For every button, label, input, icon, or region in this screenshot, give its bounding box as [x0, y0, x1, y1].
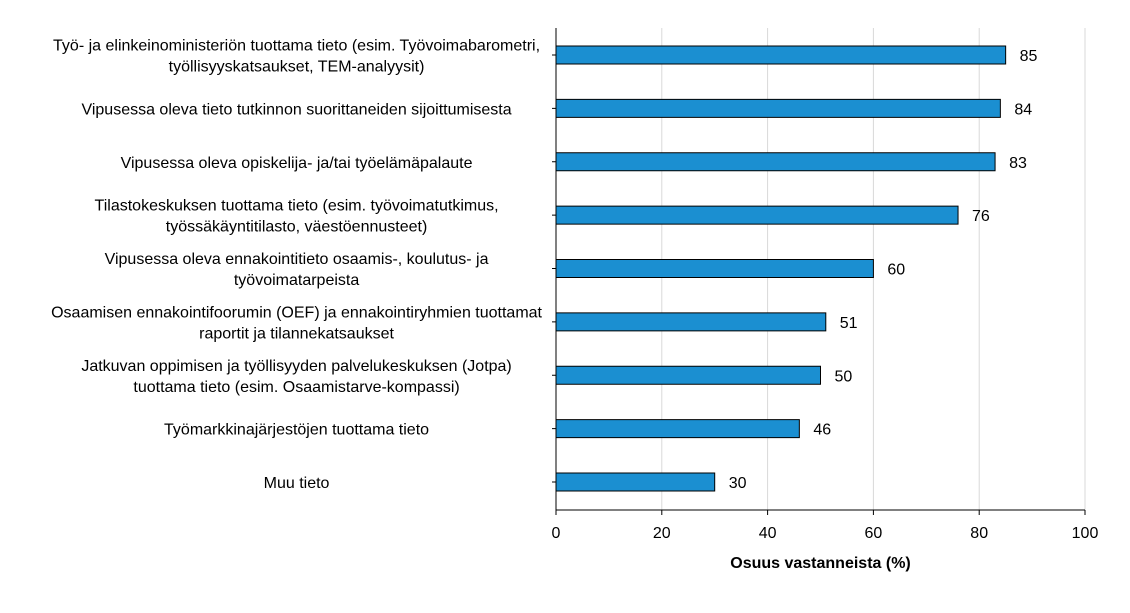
category-label: Vipusessa oleva ennakointitieto osaamis-… [105, 251, 489, 268]
category-label: työssäkäyntitilasto, väestöennusteet) [166, 219, 427, 236]
x-tick-label: 60 [865, 525, 883, 542]
data-label: 60 [887, 262, 905, 279]
data-label: 84 [1014, 101, 1032, 118]
category-label: Vipusessa oleva opiskelija- ja/tai työel… [121, 155, 473, 172]
bar [555, 419, 800, 439]
bar [555, 472, 716, 492]
data-label: 46 [813, 422, 831, 439]
bar [555, 98, 1001, 118]
bar [555, 259, 874, 278]
data-label: 85 [1020, 48, 1038, 65]
category-label: Työ- ja elinkeinoministeriön tuottama ti… [53, 38, 540, 55]
category-label: raportit ja tilannekatsaukset [199, 325, 394, 342]
data-label: 83 [1009, 155, 1027, 172]
category-label: Muu tieto [264, 475, 330, 492]
category-label: Tilastokeskuksen tuottama tieto (esim. t… [95, 198, 499, 215]
x-tick-label: 100 [1072, 525, 1099, 542]
category-label: työllisyyskatsaukset, TEM-analyysit) [169, 59, 425, 76]
category-label: Työmarkkinajärjestöjen tuottama tieto [164, 422, 429, 439]
bar [555, 205, 959, 225]
category-label: tuottama tieto (esim. Osaamistarve-kompa… [133, 379, 459, 396]
data-label: 76 [972, 208, 990, 225]
x-tick-label: 0 [552, 525, 561, 542]
x-axis-title: Osuus vastanneista (%) [730, 555, 911, 572]
category-label: työvoimatarpeista [234, 272, 359, 289]
category-label: Osaamisen ennakointifoorumin (OEF) ja en… [51, 304, 542, 321]
x-tick-label: 40 [759, 525, 777, 542]
category-label: Jatkuvan oppimisen ja työllisyyden palve… [81, 358, 511, 375]
bar [555, 312, 827, 332]
data-label: 51 [840, 315, 858, 332]
data-label: 30 [729, 475, 747, 492]
x-tick-label: 20 [653, 525, 671, 542]
bar [555, 45, 1007, 65]
bar [555, 365, 821, 385]
category-label: Vipusessa oleva tieto tutkinnon suoritta… [81, 101, 511, 118]
x-tick-label: 80 [970, 525, 988, 542]
data-label: 50 [835, 368, 853, 385]
bar [555, 152, 996, 172]
